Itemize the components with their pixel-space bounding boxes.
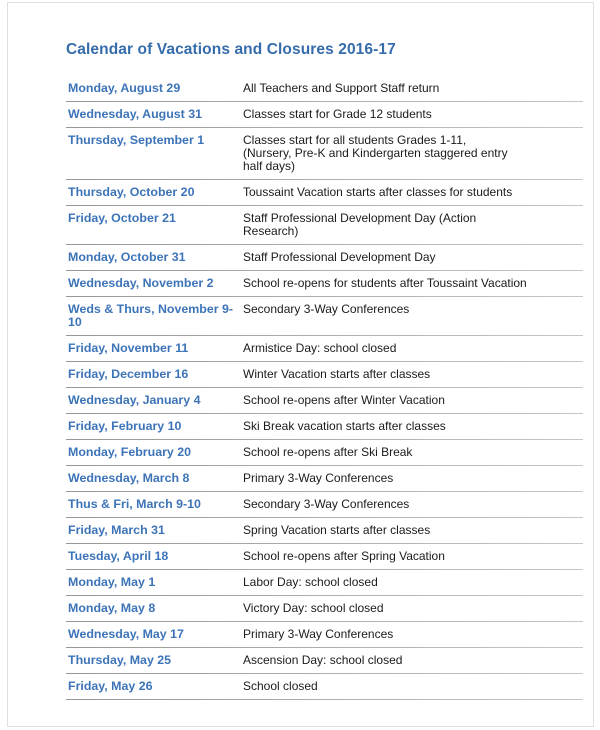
description-cell: Staff Professional Development Day (Acti…	[243, 211, 477, 238]
date-cell: Monday, August 29	[68, 81, 181, 95]
date-cell: Monday, May 8	[68, 601, 156, 615]
description-cell: Labor Day: school closed	[243, 575, 378, 589]
table-row: Monday, May 1 Labor Day: school closed	[66, 570, 583, 596]
date-cell: Friday, February 10	[68, 419, 182, 433]
table-row: Thursday, May 25 Ascension Day: school c…	[66, 648, 583, 674]
date-cell: Tuesday, April 18	[68, 549, 169, 563]
date-cell: Friday, March 31	[68, 523, 165, 537]
table-row: Wednesday, November 2 School re-opens fo…	[66, 271, 583, 297]
table-row: Wednesday, March 8 Primary 3-Way Confere…	[66, 466, 583, 492]
description-cell: Winter Vacation starts after classes	[243, 367, 431, 381]
date-cell: Friday, December 16	[68, 367, 189, 381]
date-cell: Thus & Fri, March 9-10	[68, 497, 201, 511]
date-cell: Monday, October 31	[68, 250, 186, 264]
description-cell: Primary 3-Way Conferences	[243, 471, 394, 485]
date-cell: Friday, May 26	[68, 679, 153, 693]
table-row: Monday, August 29 All Teachers and Suppo…	[66, 76, 583, 102]
date-cell: Wednesday, May 17	[68, 627, 184, 641]
date-cell: Monday, May 1	[68, 575, 156, 589]
date-cell: Wednesday, March 8	[68, 471, 190, 485]
table-row: Friday, December 16 Winter Vacation star…	[66, 362, 583, 388]
date-cell: Wednesday, January 4	[68, 393, 201, 407]
description-cell: School closed	[243, 679, 318, 693]
table-row: Friday, October 21 Staff Professional De…	[66, 206, 583, 245]
description-cell: School re-opens after Spring Vacation	[243, 549, 445, 563]
description-cell: School re-opens for students after Touss…	[243, 276, 527, 290]
table-row: Thursday, October 20 Toussaint Vacation …	[66, 180, 583, 206]
description-cell: Victory Day: school closed	[243, 601, 384, 615]
date-cell: Thursday, May 25	[68, 653, 172, 667]
table-row: Monday, May 8 Victory Day: school closed	[66, 596, 583, 622]
table-row: Weds & Thurs, November 9-10 Secondary 3-…	[66, 297, 583, 336]
description-cell: Classes start for Grade 12 students	[243, 107, 432, 121]
table-row: Friday, May 26 School closed	[66, 674, 583, 700]
description-cell: Armistice Day: school closed	[243, 341, 397, 355]
date-cell: Wednesday, August 31	[68, 107, 203, 121]
description-cell: Primary 3-Way Conferences	[243, 627, 394, 641]
table-row: Friday, March 31 Spring Vacation starts …	[66, 518, 583, 544]
description-cell: All Teachers and Support Staff return	[243, 81, 440, 95]
table-row: Friday, February 10 Ski Break vacation s…	[66, 414, 583, 440]
table-row: Tuesday, April 18 School re-opens after …	[66, 544, 583, 570]
table-row: Monday, October 31 Staff Professional De…	[66, 245, 583, 271]
table-row: Wednesday, August 31 Classes start for G…	[66, 102, 583, 128]
description-cell: School re-opens after Winter Vacation	[243, 393, 445, 407]
date-cell: Friday, October 21	[68, 211, 176, 225]
description-cell: Spring Vacation starts after classes	[243, 523, 431, 537]
date-cell: Friday, November 11	[68, 341, 189, 355]
description-cell: Ski Break vacation starts after classes	[243, 419, 446, 433]
description-cell: School re-opens after Ski Break	[243, 445, 413, 459]
table-row: Monday, February 20 School re-opens afte…	[66, 440, 583, 466]
date-cell: Wednesday, November 2	[68, 276, 214, 290]
calendar-table: Monday, August 29 All Teachers and Suppo…	[66, 76, 583, 700]
description-cell: Classes start for all students Grades 1-…	[243, 133, 508, 173]
date-cell: Thursday, September 1	[68, 133, 205, 147]
description-cell: Secondary 3-Way Conferences	[243, 497, 410, 511]
description-cell: Staff Professional Development Day	[243, 250, 436, 264]
table-row: Wednesday, May 17 Primary 3-Way Conferen…	[66, 622, 583, 648]
page-title: Calendar of Vacations and Closures 2016-…	[66, 41, 396, 58]
date-cell: Weds & Thurs, November 9-10	[68, 302, 234, 329]
description-cell: Ascension Day: school closed	[243, 653, 403, 667]
date-cell: Thursday, October 20	[68, 185, 195, 199]
table-row: Thursday, September 1 Classes start for …	[66, 128, 583, 180]
table-row: Thus & Fri, March 9-10 Secondary 3-Way C…	[66, 492, 583, 518]
table-row: Friday, November 11 Armistice Day: schoo…	[66, 336, 583, 362]
date-cell: Monday, February 20	[68, 445, 192, 459]
description-cell: Secondary 3-Way Conferences	[243, 302, 410, 316]
description-cell: Toussaint Vacation starts after classes …	[243, 185, 513, 199]
table-row: Wednesday, January 4 School re-opens aft…	[66, 388, 583, 414]
